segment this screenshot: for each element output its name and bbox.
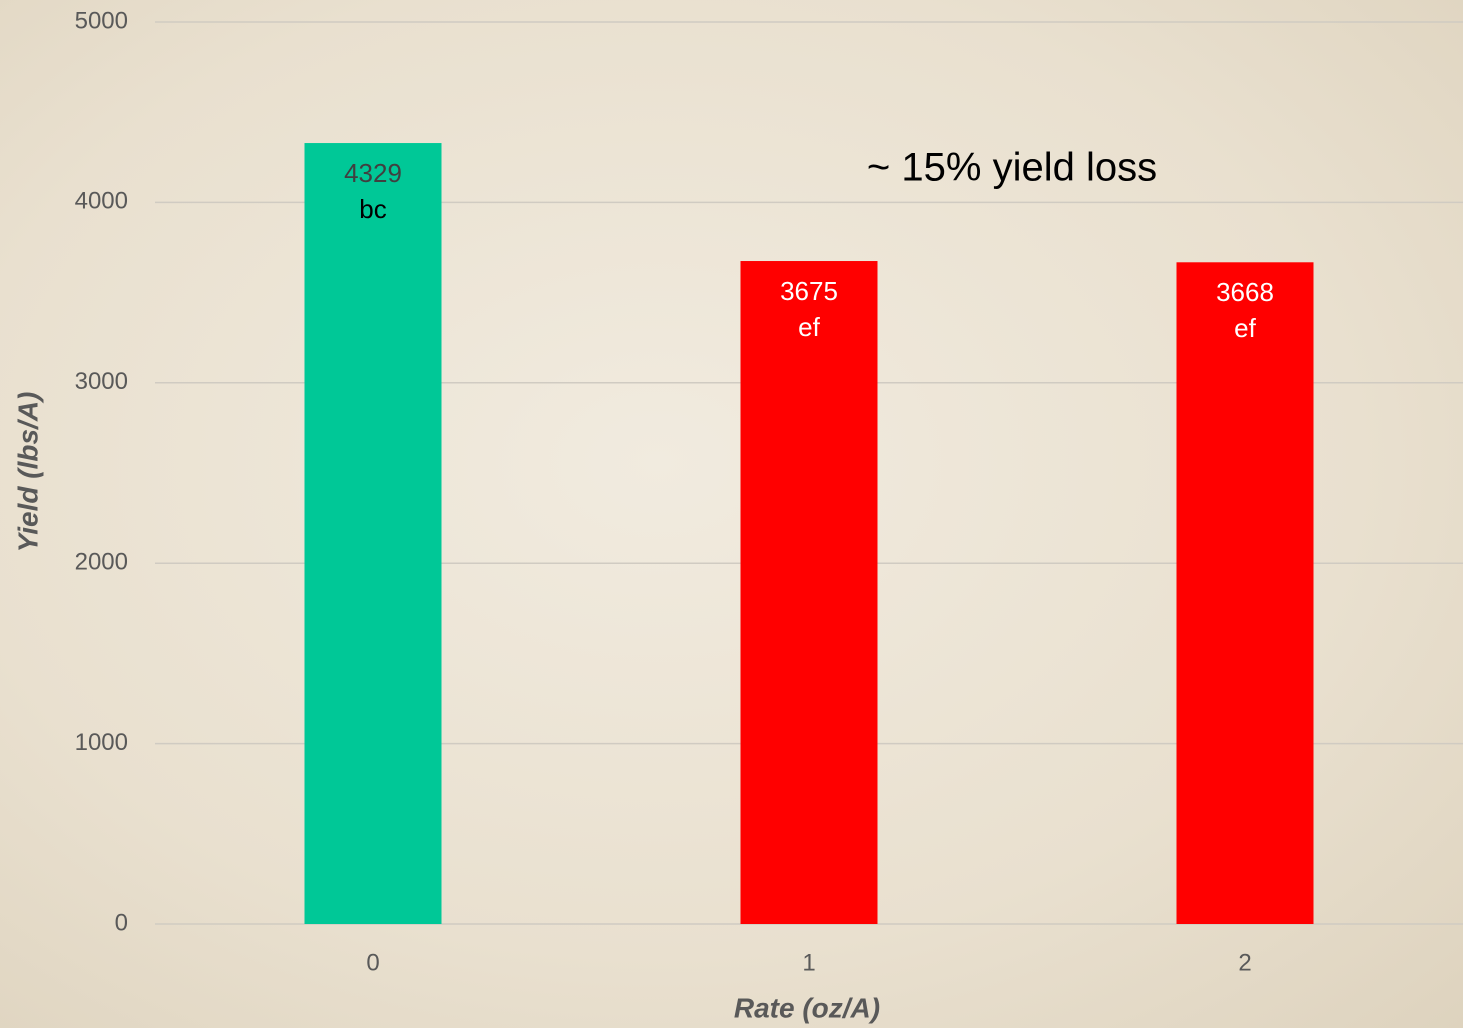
group-letter: ef [1234, 313, 1256, 343]
x-tick-label: 0 [366, 949, 379, 976]
x-axis-title: Rate (oz/A) [734, 992, 880, 1023]
y-axis-title: Yield (lbs/A) [12, 392, 43, 553]
y-tick-label: 1000 [75, 729, 128, 756]
bar [305, 143, 442, 924]
y-tick-label: 2000 [75, 549, 128, 576]
group-letter: bc [359, 194, 386, 224]
group-letter: ef [798, 312, 820, 342]
bar [1177, 262, 1314, 924]
y-tick-label: 5000 [75, 7, 128, 34]
value-label: 3668 [1216, 277, 1274, 307]
x-tick-label: 1 [802, 949, 815, 976]
value-label: 4329 [344, 158, 402, 188]
page: Rate (oz/A) Yield (lbs/A) ~ 15% yield lo… [0, 0, 1463, 1028]
value-label: 3675 [780, 276, 838, 306]
y-tick-label: 4000 [75, 188, 128, 215]
chart: Rate (oz/A) Yield (lbs/A) ~ 15% yield lo… [0, 0, 1463, 1028]
y-tick-label: 3000 [75, 368, 128, 395]
bar [741, 261, 878, 924]
x-tick-label: 2 [1238, 949, 1251, 976]
annotation: ~ 15% yield loss [867, 146, 1157, 190]
y-tick-label: 0 [115, 909, 128, 936]
